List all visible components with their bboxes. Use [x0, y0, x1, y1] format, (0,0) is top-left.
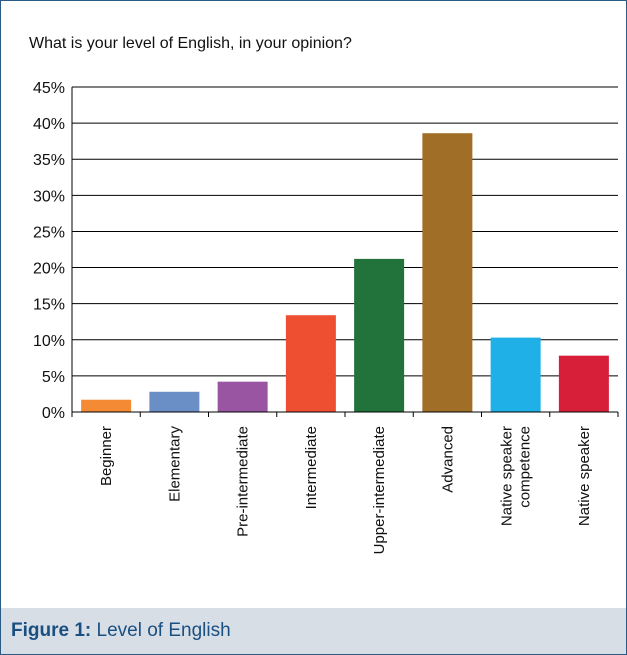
- x-tick-label: Pre-intermediate: [235, 426, 252, 537]
- y-tick-label: 35%: [33, 152, 65, 169]
- caption-lead: Figure 1:: [11, 620, 92, 641]
- x-tick-label: Advanced: [439, 426, 456, 493]
- y-tick-label: 15%: [33, 297, 65, 314]
- x-tick-label: Native speaker: [576, 426, 593, 526]
- caption-text: Level of English: [96, 620, 231, 641]
- x-tick-label: Upper-intermediate: [371, 426, 388, 554]
- caption-band: Figure 1: Level of English: [1, 608, 626, 654]
- figure-caption: Figure 1: Level of English: [11, 620, 231, 642]
- x-tick-label: Native speakercompetence: [499, 426, 534, 526]
- chart-title: What is your level of English, in your o…: [29, 35, 352, 52]
- bar-pre-intermediate: [217, 381, 268, 412]
- x-tick-label: Beginner: [98, 426, 115, 486]
- bar-native-speaker: [558, 355, 609, 412]
- bar-beginner: [81, 399, 132, 412]
- y-tick-label: 10%: [33, 333, 65, 350]
- bar-upper-intermediate: [354, 258, 405, 412]
- bar-intermediate: [285, 315, 336, 412]
- y-tick-label: 30%: [33, 188, 65, 205]
- x-tick-label: Intermediate: [303, 426, 320, 509]
- y-tick-label: 0%: [42, 405, 65, 422]
- y-tick-label: 40%: [33, 116, 65, 133]
- bar-native-speaker-competence: [490, 337, 541, 412]
- bar-elementary: [149, 391, 200, 412]
- bar-chart: 0% 5% 10% 15% 20% 25% 30% 35% 40% 45% Beginner Elem…: [33, 80, 619, 554]
- y-tick-label: 25%: [33, 224, 65, 241]
- x-tick-label: Elementary: [166, 426, 183, 502]
- y-tick-label: 5%: [42, 369, 65, 386]
- y-tick-label: 20%: [33, 261, 65, 278]
- bar-advanced: [422, 133, 473, 412]
- y-tick-label: 45%: [33, 80, 65, 97]
